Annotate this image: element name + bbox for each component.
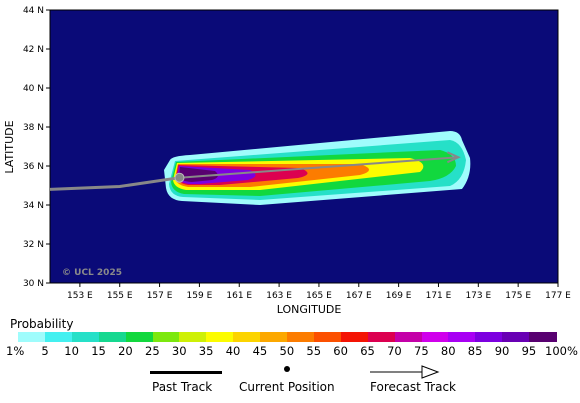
probability-swatch bbox=[152, 332, 180, 342]
lat-tick-label: 32 N bbox=[23, 240, 44, 250]
probability-swatch bbox=[206, 332, 234, 342]
probability-scale-label: 20 bbox=[118, 344, 133, 358]
forecast-track-line bbox=[179, 156, 459, 179]
probability-scale-label: 50 bbox=[279, 344, 295, 358]
current-position-key-label: Current Position bbox=[239, 380, 335, 394]
probability-swatch bbox=[71, 332, 100, 342]
copyright-label: © UCL 2025 bbox=[62, 268, 122, 278]
current-position-key-dot bbox=[284, 366, 290, 372]
probability-scale-label: 55 bbox=[306, 344, 322, 358]
probability-swatch bbox=[125, 332, 154, 342]
lat-tick-label: 38 N bbox=[23, 123, 44, 133]
swath-band-95 bbox=[179, 167, 218, 182]
current-position-marker bbox=[174, 172, 185, 183]
probability-swatch bbox=[44, 332, 73, 342]
lon-tick-label: 171 E bbox=[426, 291, 452, 301]
lon-tick-label: 177 E bbox=[545, 291, 571, 301]
lon-tick-label: 157 E bbox=[147, 291, 173, 301]
probability-scale-label: 40 bbox=[225, 344, 241, 358]
probability-swatch bbox=[421, 332, 449, 342]
track-lines bbox=[49, 151, 461, 191]
probability-scale-label: 65 bbox=[360, 344, 375, 358]
probability-swatch bbox=[18, 332, 46, 342]
lon-tick-label: 169 E bbox=[386, 291, 412, 301]
probability-scale-label: 90 bbox=[494, 344, 510, 358]
probability-swatch bbox=[179, 332, 207, 342]
probability-scale-label: 1% bbox=[6, 344, 25, 358]
lat-tick-label: 34 N bbox=[23, 201, 44, 211]
probability-legend-title: Probability bbox=[10, 317, 74, 331]
probability-swatch bbox=[502, 332, 530, 342]
lon-tick-label: 161 E bbox=[226, 291, 252, 301]
probability-swatch bbox=[98, 332, 127, 342]
probability-scale-label: 95 bbox=[521, 344, 537, 358]
probability-scale-label: 80 bbox=[440, 344, 456, 358]
axis-ticks: 153 E 155 E 157 E 159 E 161 E 163 E 165 E 167 E… bbox=[23, 6, 571, 301]
lon-tick-label: 155 E bbox=[107, 291, 133, 301]
lon-tick-label: 163 E bbox=[266, 291, 292, 301]
probability-scale-label: 25 bbox=[145, 344, 160, 358]
past-track-key-label: Past Track bbox=[152, 380, 213, 394]
probability-scale-label: 35 bbox=[198, 344, 214, 358]
lat-tick-label: 36 N bbox=[23, 162, 44, 172]
lon-tick-label: 175 E bbox=[505, 291, 531, 301]
forecast-track-key-label: Forecast Track bbox=[370, 380, 456, 394]
past-track-key-line bbox=[150, 371, 222, 374]
track-map: 153 E 155 E 157 E 159 E 161 E 163 E 165 E 167 E… bbox=[3, 6, 571, 316]
probability-scale-label: 45 bbox=[252, 344, 268, 358]
lat-tick-label: 40 N bbox=[23, 84, 44, 94]
probability-swatch bbox=[475, 332, 503, 342]
lon-tick-label: 153 E bbox=[67, 291, 93, 301]
probability-swatch bbox=[340, 332, 369, 342]
lon-tick-label: 167 E bbox=[346, 291, 372, 301]
probability-scale-label: 60 bbox=[333, 344, 348, 358]
lat-tick-label: 44 N bbox=[23, 6, 44, 16]
forecast-track-key-arrow bbox=[370, 365, 440, 379]
forecast-arrow-head bbox=[446, 151, 461, 164]
probability-swatch bbox=[260, 332, 288, 342]
probability-swatch bbox=[313, 332, 342, 342]
past-track-line bbox=[49, 176, 180, 191]
probability-scale-label: 70 bbox=[387, 344, 402, 358]
lat-tick-label: 42 N bbox=[23, 45, 44, 55]
lat-tick-label: 30 N bbox=[23, 279, 44, 289]
x-axis-title: LONGITUDE bbox=[277, 303, 342, 316]
probability-swatch bbox=[287, 332, 315, 342]
probability-swatch bbox=[529, 332, 557, 342]
probability-scale-label: 30 bbox=[171, 344, 187, 358]
probability-scale-label: 75 bbox=[414, 344, 429, 358]
probability-swatch bbox=[394, 332, 423, 342]
probability-swatch bbox=[448, 332, 476, 342]
y-axis-title: LATITUDE bbox=[3, 120, 16, 173]
lon-tick-label: 159 E bbox=[187, 291, 213, 301]
probability-scale-label: 10 bbox=[64, 344, 79, 358]
probability-scale-label: 5 bbox=[41, 344, 49, 358]
probability-scale-label: 100% bbox=[545, 344, 578, 358]
lon-tick-label: 165 E bbox=[306, 291, 332, 301]
probability-swatch bbox=[233, 332, 261, 342]
lon-tick-label: 173 E bbox=[465, 291, 491, 301]
probability-swatch bbox=[367, 332, 396, 342]
probability-scale-label: 15 bbox=[91, 344, 106, 358]
probability-scale-label: 85 bbox=[467, 344, 483, 358]
